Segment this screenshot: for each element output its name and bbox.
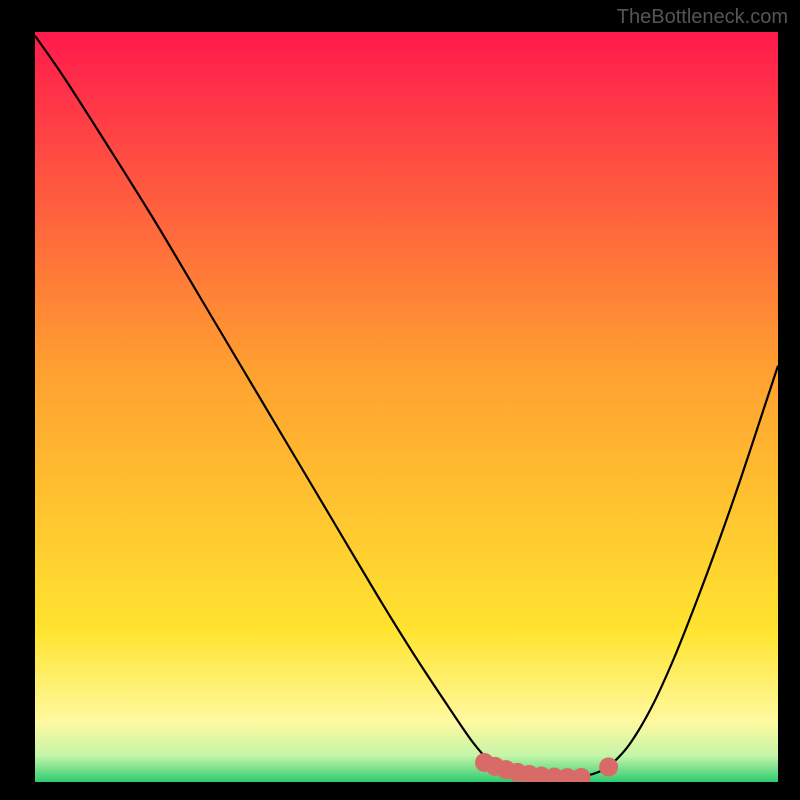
marker-segment bbox=[475, 753, 591, 782]
marker-dot bbox=[572, 768, 591, 782]
chart-plot-area bbox=[35, 32, 778, 782]
watermark-text: TheBottleneck.com bbox=[617, 6, 788, 29]
isolated-marker bbox=[599, 758, 618, 777]
chart-svg bbox=[35, 32, 778, 782]
bottleneck-curve bbox=[35, 36, 778, 779]
